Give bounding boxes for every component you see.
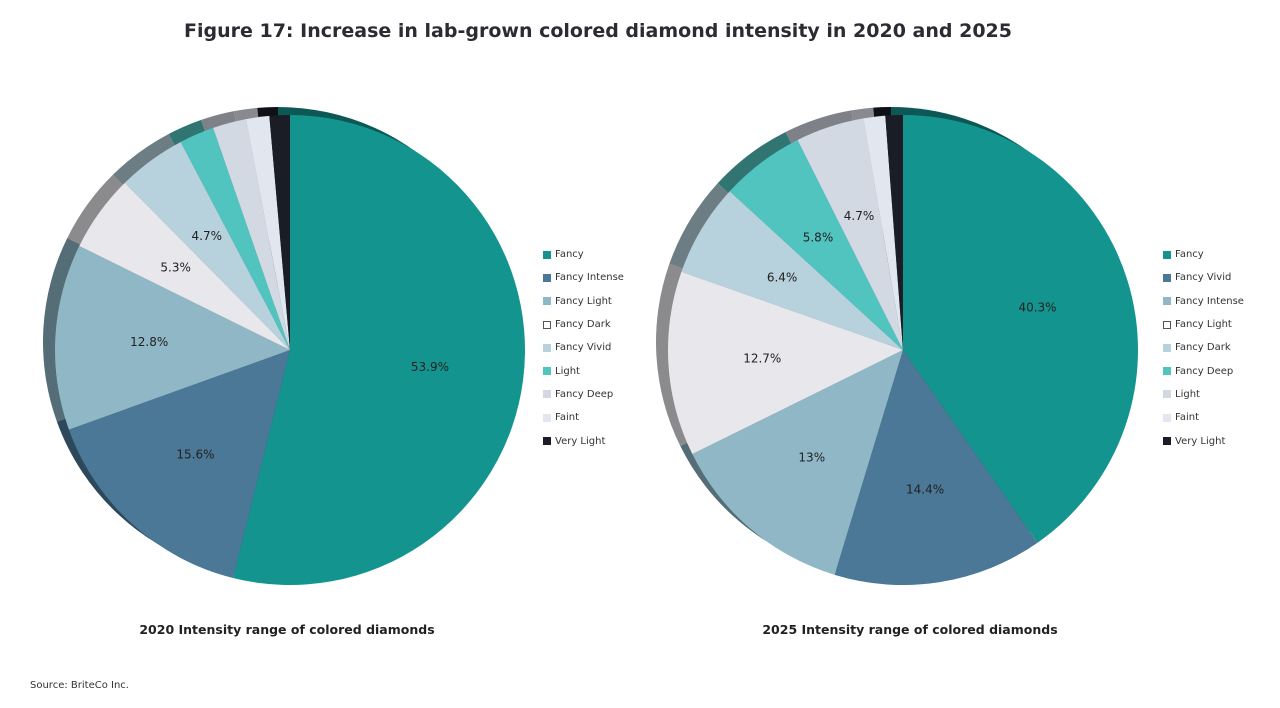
legend-item: Fancy Intense <box>1163 290 1244 313</box>
pie-slice-fancy-light <box>668 271 903 455</box>
pie-slice-fancy-vivid <box>834 350 1038 585</box>
legend-swatch <box>1163 367 1171 376</box>
data-label: 53.9% <box>411 360 449 374</box>
legend-label: Fancy Vivid <box>1175 272 1232 284</box>
data-label: 5.3% <box>160 260 191 274</box>
pie-slice-fancy <box>232 115 526 585</box>
legend-label: Fancy Vivid <box>555 342 612 354</box>
legend-item: Very Light <box>543 429 624 452</box>
pie-slice-light <box>180 127 290 350</box>
data-label: 5.8% <box>803 231 834 245</box>
caption-2020: 2020 Intensity range of colored diamonds <box>139 622 435 637</box>
legend-label: Light <box>1175 388 1200 400</box>
legend-swatch <box>543 413 551 422</box>
pie-slice-fancy-deep <box>213 119 290 350</box>
legend-label: Fancy Deep <box>1175 365 1234 377</box>
pie-slice-very-light <box>269 115 290 350</box>
legend-label: Very Light <box>1175 435 1226 447</box>
pie-slice-fancy-dark <box>79 182 290 350</box>
legend-item: Fancy Dark <box>543 313 624 336</box>
pie-slice-very-light <box>885 115 903 350</box>
pie-slice-fancy-light <box>55 245 290 430</box>
pie-slice-fancy-dark <box>681 191 903 350</box>
legend-item: Fancy Dark <box>1163 336 1244 359</box>
legend-swatch <box>1163 437 1171 446</box>
legend-swatch <box>543 343 551 352</box>
legend-item: Very Light <box>1163 429 1244 452</box>
data-label: 15.6% <box>176 448 214 462</box>
legend-label: Fancy Intense <box>1175 295 1244 307</box>
legend-item: Fancy Vivid <box>1163 266 1244 289</box>
legend-label: Fancy Dark <box>1175 342 1231 354</box>
data-label: 13% <box>798 451 825 465</box>
legend-swatch <box>1163 413 1171 422</box>
data-label: 12.8% <box>130 335 168 349</box>
pie-slice-fancy-vivid <box>124 141 290 350</box>
legend-swatch <box>543 250 551 259</box>
legend-item: Faint <box>543 406 624 429</box>
legend-2020: Fancy Fancy Intense Fancy Light Fancy Dark F… <box>543 243 624 453</box>
legend-label: Faint <box>555 412 579 424</box>
legend-label: Fancy Intense <box>555 272 624 284</box>
legend-swatch <box>543 437 551 446</box>
legend-item: Faint <box>1163 406 1244 429</box>
data-label: 4.7% <box>844 209 875 223</box>
pie-slice-light <box>797 118 903 350</box>
legend-item: Fancy <box>543 243 624 266</box>
data-label: 40.3% <box>1018 301 1056 315</box>
legend-item: Fancy <box>1163 243 1244 266</box>
data-label: 14.4% <box>906 482 944 496</box>
legend-swatch <box>1163 390 1171 399</box>
legend-swatch <box>543 297 551 306</box>
legend-label: Fancy Light <box>1175 319 1232 331</box>
pie-slice-faint <box>863 115 903 350</box>
legend-swatch <box>543 390 551 399</box>
pie-slice-fancy-intense <box>68 350 290 578</box>
legend-label: Fancy <box>555 249 584 261</box>
caption-2025: 2025 Intensity range of colored diamonds <box>762 622 1058 637</box>
pie-slice-fancy <box>903 115 1138 543</box>
legend-swatch <box>1163 250 1171 259</box>
figure-title: Figure 17: Increase in lab-grown colored… <box>184 20 1012 42</box>
legend-item: Fancy Vivid <box>543 336 624 359</box>
legend-swatch <box>543 273 551 282</box>
data-label: 12.7% <box>743 351 781 365</box>
legend-swatch <box>1163 320 1171 329</box>
legend-2025: Fancy Fancy Vivid Fancy Intense Fancy Light… <box>1163 243 1244 453</box>
legend-label: Fancy <box>1175 249 1204 261</box>
legend-swatch <box>543 320 551 329</box>
legend-swatch <box>543 367 551 376</box>
legend-item: Fancy Light <box>543 290 624 313</box>
legend-item: Light <box>1163 383 1244 406</box>
legend-item: Light <box>543 359 624 382</box>
legend-swatch <box>1163 297 1171 306</box>
legend-item: Fancy Intense <box>543 266 624 289</box>
legend-label: Very Light <box>555 435 606 447</box>
legend-label: Light <box>555 365 580 377</box>
legend-item: Fancy Light <box>1163 313 1244 336</box>
pie-slice-fancy-deep <box>729 139 903 350</box>
legend-swatch <box>1163 273 1171 282</box>
legend-swatch <box>1163 343 1171 352</box>
legend-label: Fancy Light <box>555 295 612 307</box>
legend-label: Fancy Dark <box>555 319 611 331</box>
source-note: Source: BriteCo Inc. <box>30 680 129 691</box>
legend-label: Fancy Deep <box>555 388 614 400</box>
legend-item: Fancy Deep <box>543 383 624 406</box>
legend-item: Fancy Deep <box>1163 359 1244 382</box>
data-label: 6.4% <box>767 270 798 284</box>
pie-slice-fancy-intense <box>692 350 903 575</box>
pie-slice-faint <box>245 115 290 350</box>
legend-label: Faint <box>1175 412 1199 424</box>
data-label: 4.7% <box>192 229 223 243</box>
